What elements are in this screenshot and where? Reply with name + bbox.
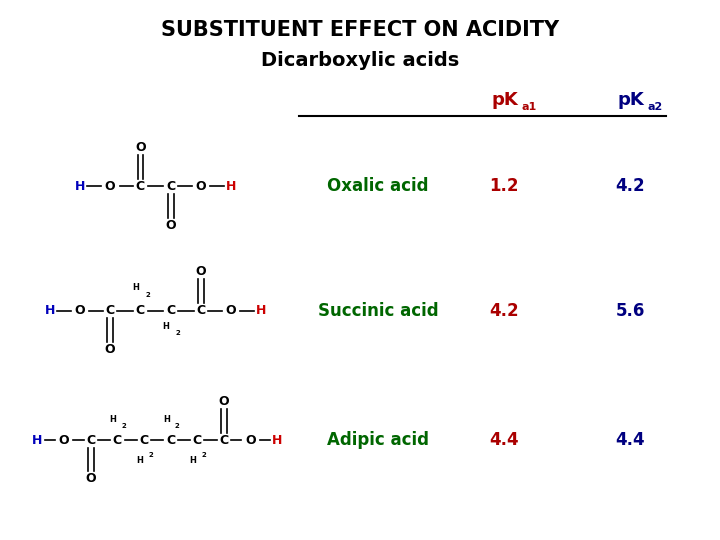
Text: C: C xyxy=(197,304,205,317)
Text: O: O xyxy=(219,395,229,408)
Text: C: C xyxy=(86,434,95,447)
Text: O: O xyxy=(75,304,85,317)
Text: 4.2: 4.2 xyxy=(615,177,645,195)
Text: Succinic acid: Succinic acid xyxy=(318,301,438,320)
Text: 4.4: 4.4 xyxy=(489,431,519,449)
Text: C: C xyxy=(166,434,175,447)
Text: 1.2: 1.2 xyxy=(490,177,518,195)
Text: H: H xyxy=(189,456,197,465)
Text: Oxalic acid: Oxalic acid xyxy=(328,177,428,195)
Text: O: O xyxy=(135,141,145,154)
Text: H: H xyxy=(163,415,170,424)
Text: O: O xyxy=(246,434,256,447)
Text: O: O xyxy=(166,219,176,232)
Text: O: O xyxy=(105,180,115,193)
Text: H: H xyxy=(162,322,169,330)
Text: Dicarboxylic acids: Dicarboxylic acids xyxy=(261,51,459,70)
Text: O: O xyxy=(86,472,96,485)
Text: 2: 2 xyxy=(202,451,206,458)
Text: O: O xyxy=(196,180,206,193)
Text: C: C xyxy=(193,434,202,447)
Text: 2: 2 xyxy=(145,292,150,298)
Text: pK: pK xyxy=(491,91,518,109)
Text: 2: 2 xyxy=(175,422,179,429)
Text: Adipic acid: Adipic acid xyxy=(327,431,429,449)
Text: O: O xyxy=(226,304,236,317)
Text: C: C xyxy=(106,304,114,317)
Text: C: C xyxy=(136,180,145,193)
Text: a1: a1 xyxy=(522,102,537,112)
Text: 2: 2 xyxy=(176,330,180,336)
Text: C: C xyxy=(136,304,145,317)
Text: 2: 2 xyxy=(148,451,153,458)
Text: C: C xyxy=(166,180,175,193)
Text: pK: pK xyxy=(617,91,644,109)
Text: 2: 2 xyxy=(122,422,126,429)
Text: H: H xyxy=(45,304,55,317)
Text: 4.4: 4.4 xyxy=(615,431,645,449)
Text: SUBSTITUENT EFFECT ON ACIDITY: SUBSTITUENT EFFECT ON ACIDITY xyxy=(161,19,559,40)
Text: C: C xyxy=(140,434,148,447)
Text: 4.2: 4.2 xyxy=(489,301,519,320)
Text: O: O xyxy=(105,343,115,356)
Text: H: H xyxy=(132,284,139,292)
Text: a2: a2 xyxy=(648,102,663,112)
Text: H: H xyxy=(136,456,143,465)
Text: H: H xyxy=(226,180,236,193)
Text: O: O xyxy=(59,434,69,447)
Text: C: C xyxy=(220,434,228,447)
Text: H: H xyxy=(32,434,42,447)
Text: 5.6: 5.6 xyxy=(616,301,644,320)
Text: C: C xyxy=(113,434,122,447)
Text: H: H xyxy=(256,304,266,317)
Text: H: H xyxy=(272,434,282,447)
Text: H: H xyxy=(109,415,117,424)
Text: H: H xyxy=(75,180,85,193)
Text: O: O xyxy=(196,265,206,278)
Text: C: C xyxy=(166,304,175,317)
